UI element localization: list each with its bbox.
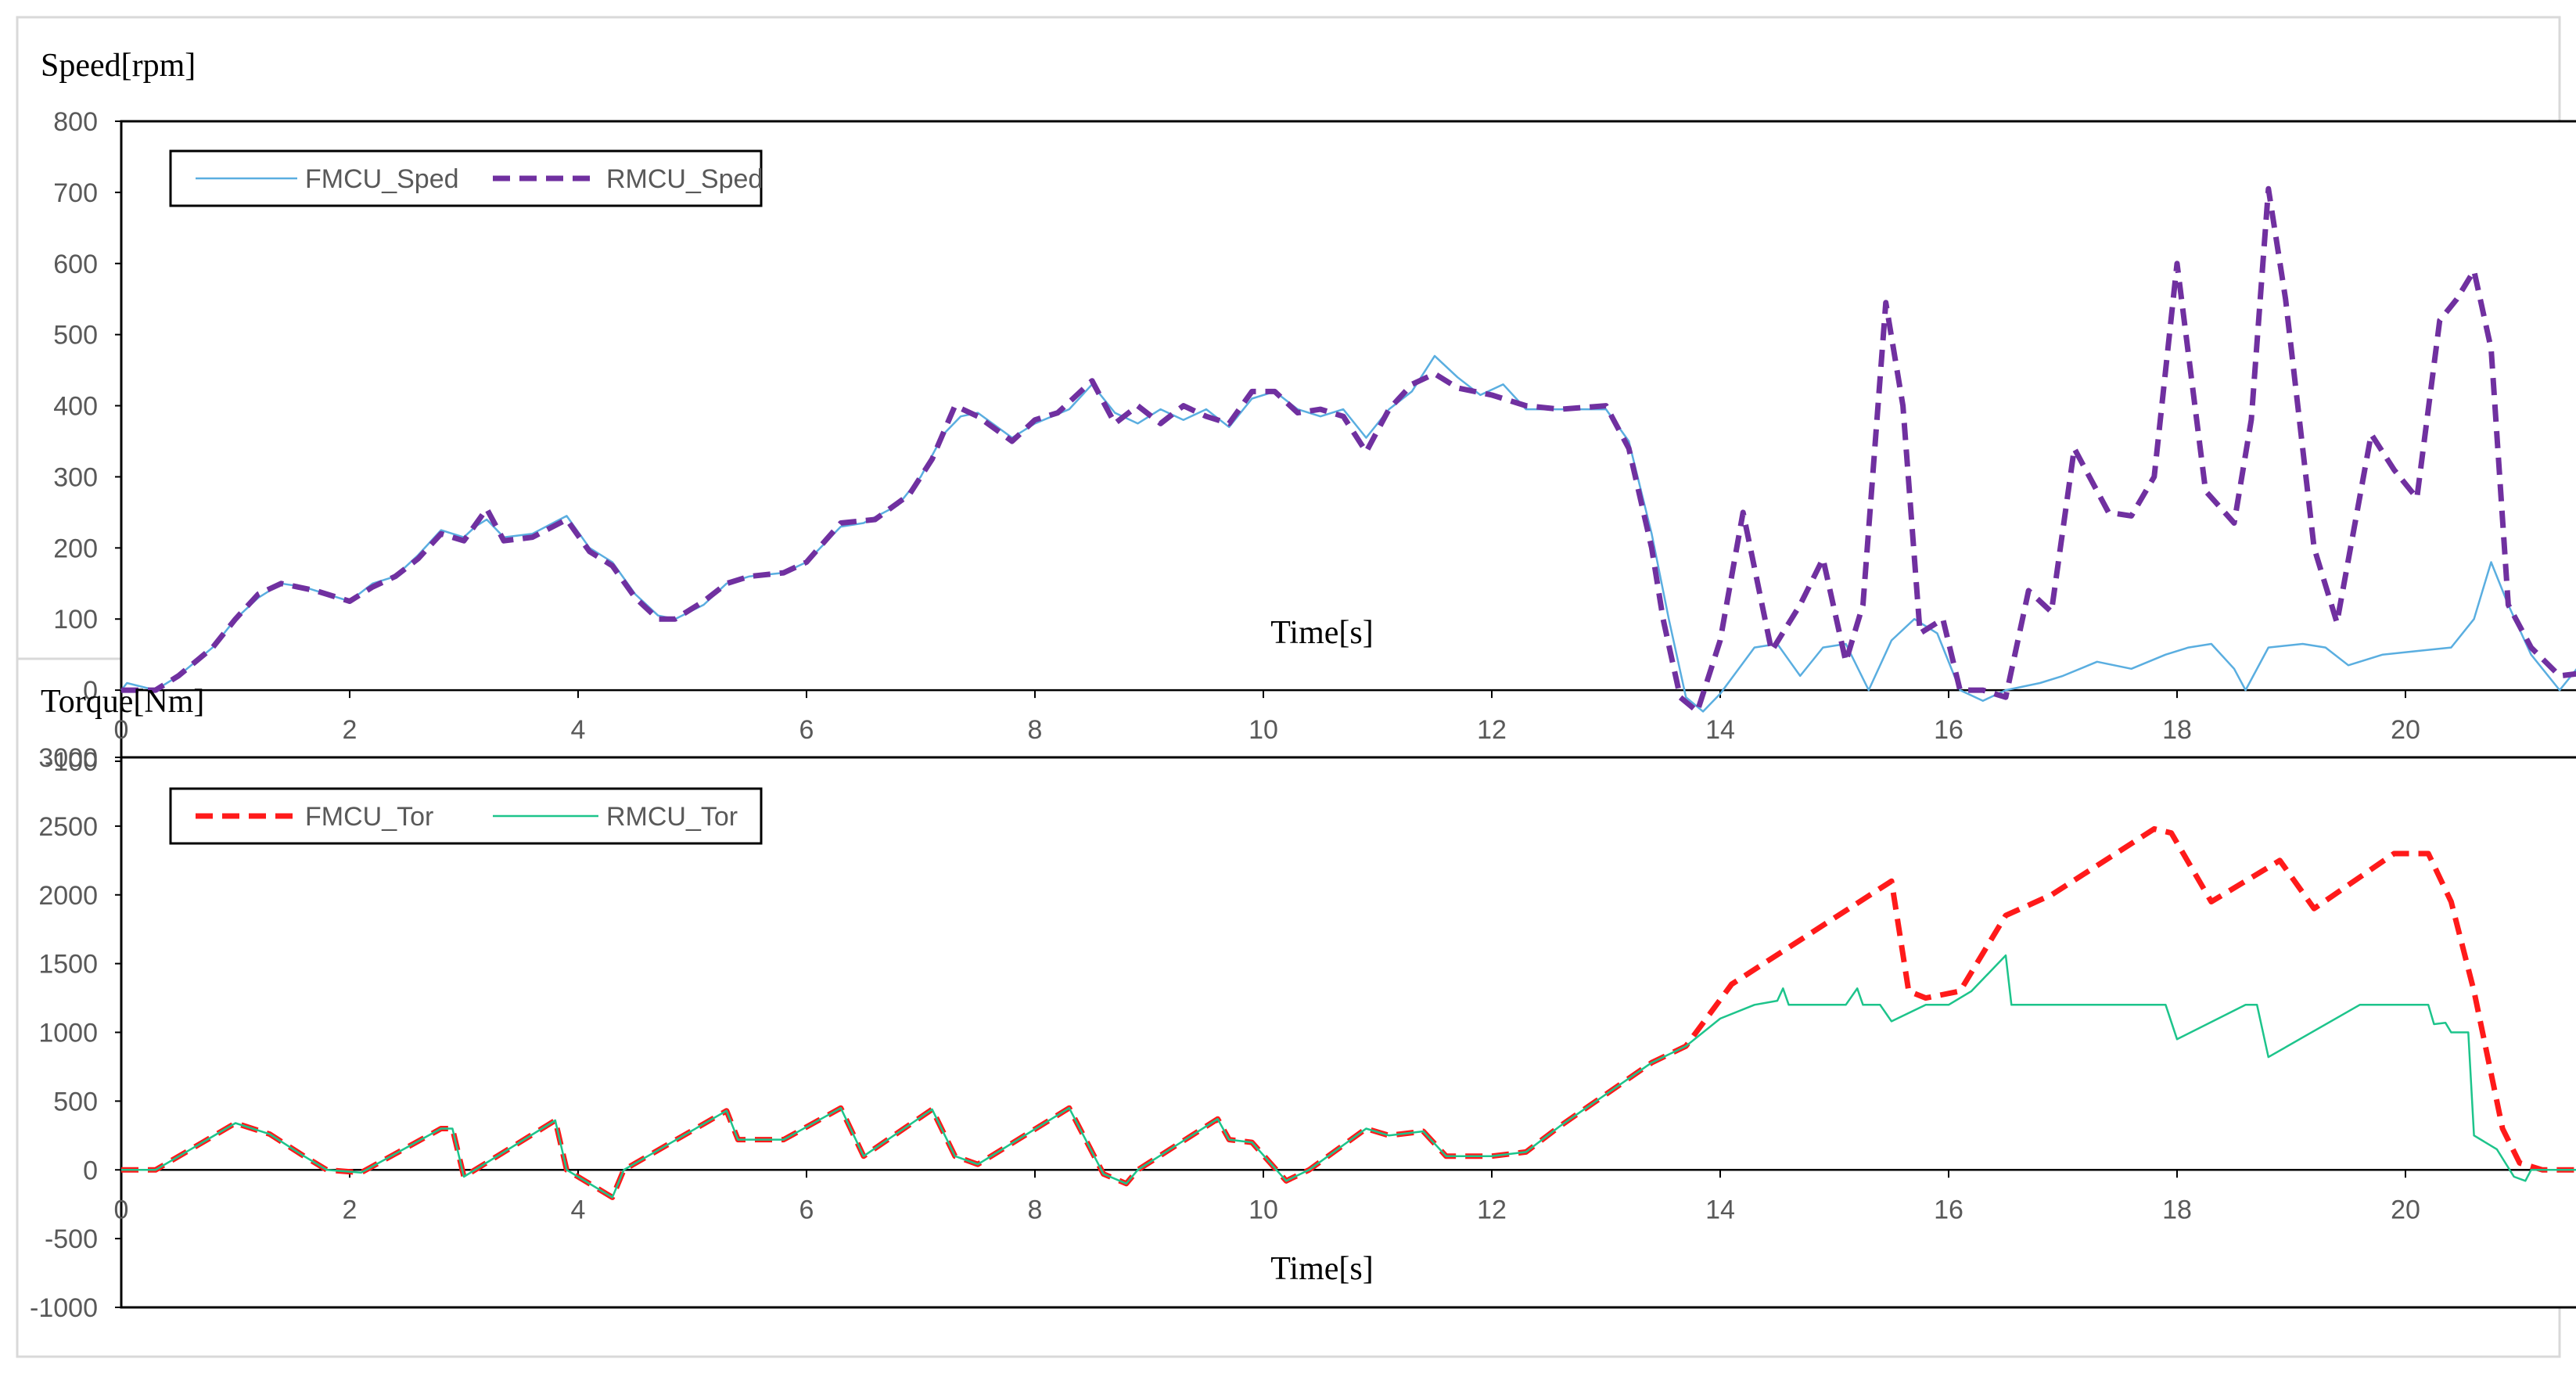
x-tick-label: 12 (1477, 715, 1507, 745)
x-tick-label: 16 (1934, 715, 1963, 745)
y-tick-label: 3000 (38, 743, 98, 773)
plot-area (120, 756, 2576, 1309)
x-tick-label: 12 (1477, 1195, 1507, 1224)
y-tick-label: 0 (83, 1156, 98, 1185)
y-tick-label: -1000 (30, 1293, 98, 1323)
x-tick-label: 10 (1248, 1195, 1278, 1224)
y-tick-label: 2000 (38, 881, 98, 911)
y-tick-label: 600 (53, 250, 98, 279)
y-tick-label: 500 (53, 1087, 98, 1116)
x-tick-label: 0 (114, 1195, 129, 1224)
x-tick-label: 8 (1028, 715, 1043, 745)
x-tick-label: 14 (1705, 715, 1735, 745)
x-tick-label: 6 (799, 715, 814, 745)
x-axis-label: Time[s] (1270, 1251, 1373, 1287)
chart-panel-1: Speed[rpm] -100 0 100 200 300 400 500 600 700 800 0… (41, 48, 2576, 777)
chart-title: Speed[rpm] (41, 48, 196, 84)
x-tick-label: 14 (1705, 1195, 1735, 1224)
x-tick-label: 0 (114, 715, 129, 745)
legend-box (169, 787, 763, 845)
y-tick-label: 1500 (38, 950, 98, 980)
y-tick-label: 1000 (38, 1019, 98, 1048)
x-tick-label: 18 (2162, 1195, 2192, 1224)
y-tick-label: 300 (53, 462, 98, 492)
x-tick-label: 4 (571, 1195, 586, 1224)
legend: FMCU_Tor RMCU_Tor (169, 787, 763, 845)
legend-label: FMCU_Tor (305, 802, 433, 832)
y-tick-label: 500 (53, 321, 98, 351)
legend: FMCU_Sped RMCU_Sped (169, 149, 763, 207)
chart-title: Torque[Nm] (41, 684, 204, 720)
x-tick-label: 2 (343, 1195, 357, 1224)
y-tick-label: 400 (53, 392, 98, 422)
plot-area (120, 120, 2576, 763)
series-line-rmcu-tor (121, 954, 2576, 1199)
y-tick-label: 2500 (38, 812, 98, 842)
x-tick-label: 16 (1934, 1195, 1963, 1224)
legend-label: FMCU_Sped (305, 164, 459, 194)
x-tick-label: 18 (2162, 715, 2192, 745)
x-tick-label: 10 (1248, 715, 1278, 745)
y-tick-label: 0 (83, 676, 98, 706)
series-line-fmcu-sped (120, 354, 2576, 713)
y-tick-label: -500 (45, 1224, 98, 1254)
y-tick-label: 700 (53, 178, 98, 208)
legend-box (169, 149, 763, 207)
x-tick-label: 20 (2391, 715, 2420, 745)
x-tick-label: 4 (571, 715, 586, 745)
x-tick-label: 8 (1028, 1195, 1043, 1224)
y-tick-label: 800 (53, 107, 98, 137)
x-tick-label: 6 (799, 1195, 814, 1224)
chart-panel-2: Torque[Nm]-1000-500050010001500200025003… (30, 684, 2576, 1323)
x-tick-label: 2 (343, 715, 357, 745)
y-tick-label: 100 (53, 605, 98, 635)
y-tick-label: -100 (45, 747, 98, 777)
y-tick-label: 200 (53, 534, 98, 563)
legend-label: RMCU_Sped (606, 164, 763, 194)
legend-label: RMCU_Tor (606, 802, 738, 832)
series-line-rmcu-sped (121, 185, 2576, 714)
x-axis-label: Time[s] (1270, 615, 1373, 651)
x-tick-label: 20 (2391, 1195, 2420, 1224)
